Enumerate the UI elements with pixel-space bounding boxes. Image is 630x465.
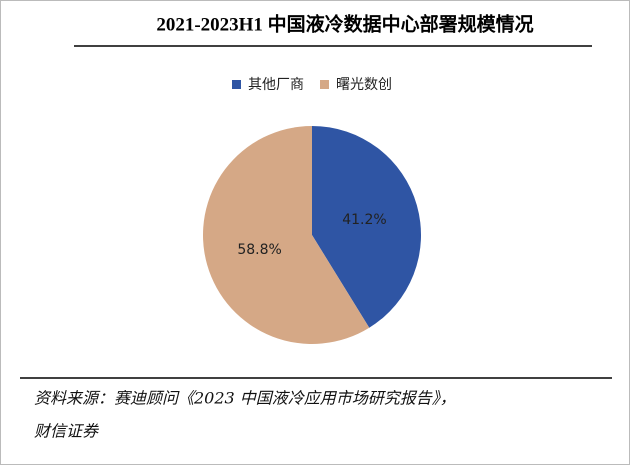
value-label: 58.8% bbox=[237, 242, 281, 258]
pie-slice bbox=[312, 126, 421, 328]
value-label: 41.2% bbox=[342, 212, 386, 228]
source-line: 资料来源：赛迪顾问《2023 中国液冷应用市场研究报告》， bbox=[34, 389, 456, 408]
legend-label: 曙光数创 bbox=[336, 77, 392, 93]
chart-title: 2021-2023H1 中国液冷数据中心部署规模情况 bbox=[156, 12, 533, 35]
source-line: 财信证券 bbox=[34, 422, 100, 441]
legend-label: 其他厂商 bbox=[248, 77, 304, 93]
pie-slice bbox=[202, 126, 370, 345]
legend-swatch bbox=[232, 80, 241, 89]
legend-swatch bbox=[320, 80, 329, 89]
